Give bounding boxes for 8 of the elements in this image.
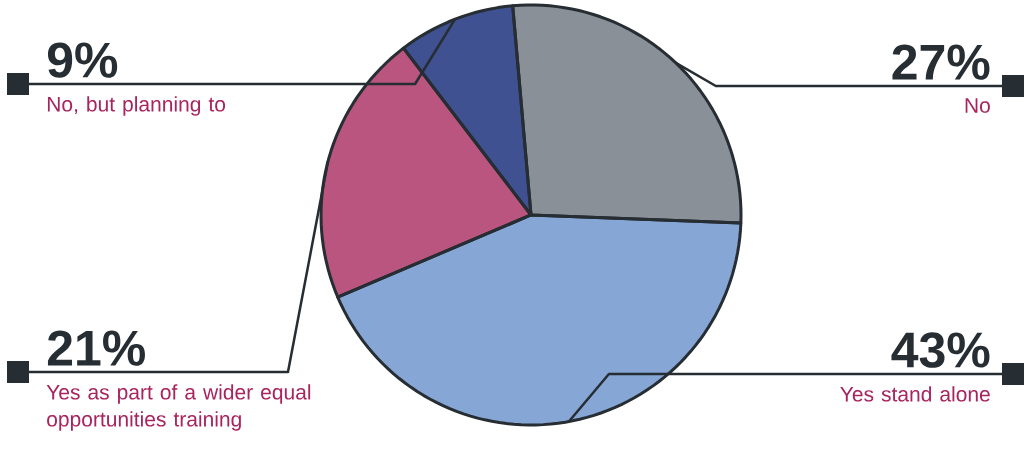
slice-label: No [965, 98, 990, 113]
slice-label: Yes as part of a wider equal opportunities training [46, 384, 311, 431]
data-label: 9% [47, 42, 118, 78]
data-label: 27% [892, 44, 990, 80]
slice-label: No, but planning to [47, 96, 226, 116]
slice-label: Yes stand alone [840, 386, 990, 402]
data-label: 21% [47, 330, 145, 366]
data-label: 43% [891, 332, 990, 368]
